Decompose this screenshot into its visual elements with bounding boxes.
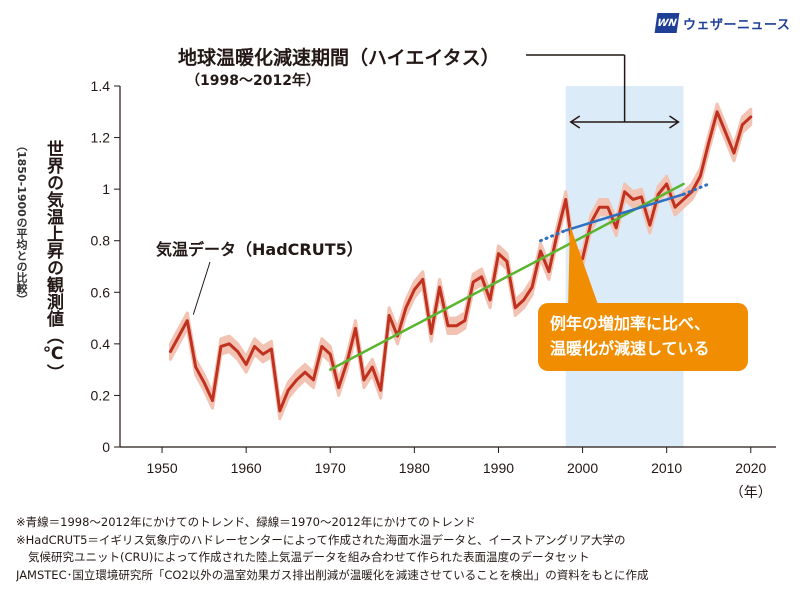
- y-tick-label: 0.4: [91, 336, 111, 352]
- x-tick-label: 1990: [483, 460, 514, 476]
- x-tick-label: 2010: [651, 460, 682, 476]
- trend-line-blue: [539, 228, 568, 243]
- arrowhead-right-icon: [669, 115, 680, 129]
- y-tick-label: 0.8: [91, 233, 111, 249]
- x-tick-label: 2020: [735, 460, 766, 476]
- axes-layer: 0 0.2 0.4 0.6 0.8 1 1.2 1.4 1950 1960 1970 1980 1990…: [91, 78, 776, 500]
- y-axis-sublabel: （1850-1900の平均との比較）: [15, 140, 28, 305]
- x-tick-label: 1960: [231, 460, 262, 476]
- x-tick-label: 2000: [567, 460, 598, 476]
- brand-logo: WN ウェザーニュース: [654, 12, 791, 34]
- footnote-2: ※HadCRUT5＝イギリス気象庁のハドレーセンターによって作成された海面水温デ…: [16, 532, 626, 547]
- x-tick-label: 1970: [315, 460, 346, 476]
- x-axis-unit: （年）: [730, 484, 772, 500]
- hiatus-shaded-region: [565, 86, 684, 447]
- callout-pointer: [568, 225, 600, 310]
- hiatus-shading-layer: [565, 86, 684, 447]
- hiatus-years: （1998〜2012年）: [186, 73, 320, 89]
- y-axis-label: 世界の気温上昇の観測値（℃）: [43, 140, 63, 381]
- callout-line-1: 例年の増加率に比べ、: [550, 314, 711, 333]
- hiatus-title: 地球温暖化減速期間（ハイエイタス）: [178, 47, 500, 69]
- footnote-4: JAMSTEC･国立環境研究所「CO2以外の温室効果ガス排出削減が温暖化を減速さ…: [16, 567, 649, 582]
- trend-line-blue: [681, 182, 711, 196]
- brand-name: ウェザーニュース: [683, 17, 791, 33]
- temperature-line-layer: [168, 110, 753, 413]
- footnote-1: ※青線＝1998〜2012年にかけてのトレンド、緑線＝1970〜2012年にかけ…: [16, 515, 476, 529]
- footnote-3: 気候研究ユニット(CRU)によって作成された陸上気温データを組み合わせて作られた…: [28, 550, 590, 564]
- y-tick-label: 0.6: [91, 284, 111, 300]
- temperature-series-line: [168, 110, 753, 413]
- y-tick-label: 0: [102, 439, 110, 455]
- y-tick-label: 1.4: [91, 78, 111, 94]
- series-label-leader: [192, 261, 211, 315]
- series-label: 気温データ（HadCRUT5）: [156, 240, 363, 259]
- x-tick-label: 1950: [146, 460, 177, 476]
- callout-line-2: 温暖化が減速している: [550, 339, 710, 358]
- weathernews-logo-icon: WN: [654, 13, 680, 33]
- arrowhead-left-icon: [569, 115, 581, 129]
- callout-box: 例年の増加率に比べ、 温暖化が減速している: [538, 303, 748, 371]
- footnotes: ※青線＝1998〜2012年にかけてのトレンド、緑線＝1970〜2012年にかけ…: [16, 514, 791, 584]
- annotation-lines-layer: [192, 54, 680, 315]
- trend-line-blue: [564, 193, 685, 232]
- y-tick-label: 1.2: [91, 130, 111, 146]
- trend-line-green: [329, 182, 685, 371]
- y-tick-label: 0.2: [91, 387, 111, 403]
- x-tick-label: 1980: [399, 460, 430, 476]
- trend-lines-layer: [329, 182, 711, 371]
- y-tick-label: 1: [102, 181, 110, 197]
